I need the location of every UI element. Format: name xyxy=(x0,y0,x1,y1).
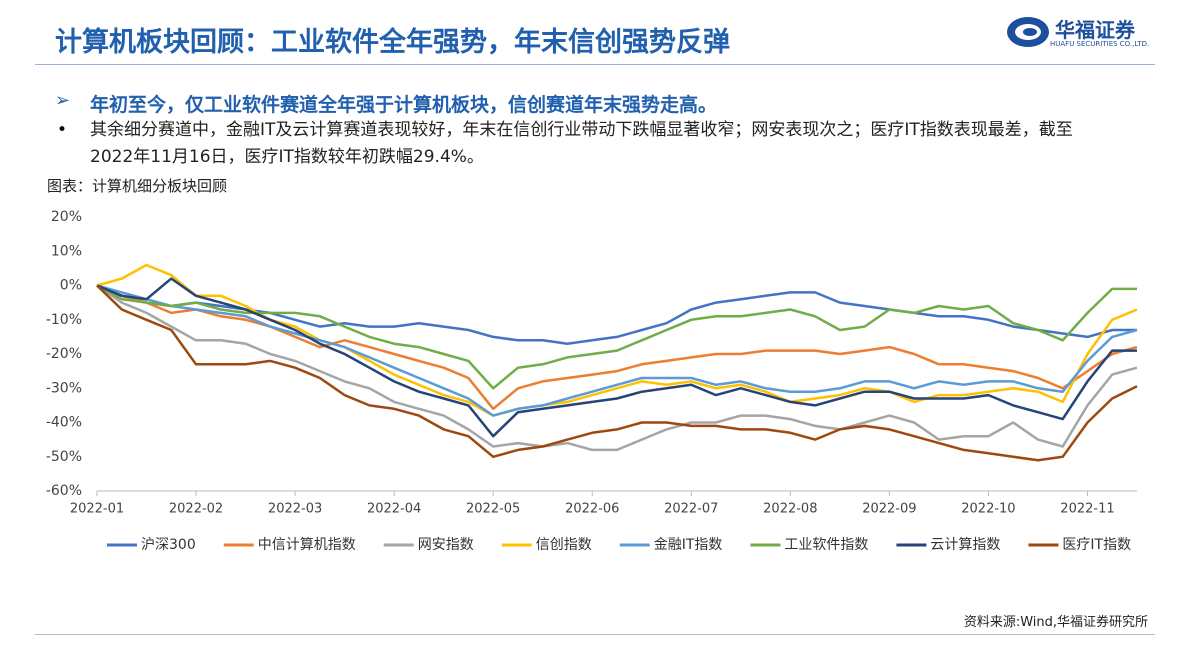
x-tick-label: 2022-06 xyxy=(565,502,619,517)
footer-rule xyxy=(35,634,1155,635)
legend-label: 工业软件指数 xyxy=(784,537,868,553)
legend-label: 医疗IT指数 xyxy=(1062,537,1131,553)
y-tick-label: -30% xyxy=(46,380,82,396)
x-tick-label: 2022-01 xyxy=(70,502,124,517)
logo-subtitle: HUAFU SECURITIES CO.,LTD. xyxy=(1050,40,1150,48)
slide-title: 计算机板块回顾：工业软件全年强势，年末信创强势反弹 xyxy=(55,27,730,58)
y-tick-label: 0% xyxy=(60,278,82,294)
legend-label: 信创指数 xyxy=(536,537,592,553)
y-tick-label: -60% xyxy=(46,483,82,499)
bullet-text: 其余细分赛道中，金融IT及云计算赛道表现较好，年末在信创行业带动下跌幅显著收窄；… xyxy=(90,120,1073,167)
legend-label: 中信计算机指数 xyxy=(258,537,356,553)
legend-label: 金融IT指数 xyxy=(654,537,723,553)
x-tick-label: 2022-02 xyxy=(169,502,223,517)
series-line xyxy=(96,284,1138,462)
bullet-text: 年初至今，仅工业软件赛道全年强于计算机板块，信创赛道年末强势走高。 xyxy=(90,94,718,116)
bullet-arrow: ➢ xyxy=(55,90,71,111)
x-tick-label: 2022-11 xyxy=(1060,502,1114,517)
chart: 20% 10% 0% -10% -20% -30% -40% -50% -60% 2022-01 2… xyxy=(46,209,1138,553)
logo-name: 华福证券 xyxy=(1055,18,1135,42)
series-line xyxy=(96,277,1137,438)
x-tick-label: 2022-05 xyxy=(466,502,520,517)
legend-label: 网安指数 xyxy=(418,537,474,553)
series-line xyxy=(96,284,1137,390)
chart-caption: 图表：计算机细分板块回顾 xyxy=(47,177,228,195)
y-tick-label: -40% xyxy=(46,415,82,431)
source-note: 资料来源:Wind,华福证券研究所 xyxy=(963,615,1148,630)
series-line xyxy=(96,284,1138,452)
x-tick-label: 2022-07 xyxy=(664,502,718,517)
series-line xyxy=(96,263,1138,417)
y-tick-label: 10% xyxy=(51,243,82,259)
x-tick-label: 2022-09 xyxy=(862,502,916,517)
x-tick-label: 2022-03 xyxy=(268,502,322,517)
y-tick-label: -50% xyxy=(46,449,82,465)
header-rule xyxy=(35,64,1155,65)
bullet-dot: • xyxy=(57,120,68,140)
x-tick-label: 2022-10 xyxy=(961,502,1015,517)
series-line xyxy=(96,284,1137,345)
logo-icon xyxy=(1007,17,1049,47)
legend-label: 云计算指数 xyxy=(930,537,1000,553)
x-tick-label: 2022-04 xyxy=(367,502,421,517)
legend-label: 沪深300 xyxy=(141,537,196,553)
series-line xyxy=(96,284,1138,417)
y-tick-label: -10% xyxy=(46,312,82,328)
y-tick-label: 20% xyxy=(51,209,82,225)
y-tick-label: -20% xyxy=(46,346,82,362)
x-tick-label: 2022-08 xyxy=(763,502,817,517)
